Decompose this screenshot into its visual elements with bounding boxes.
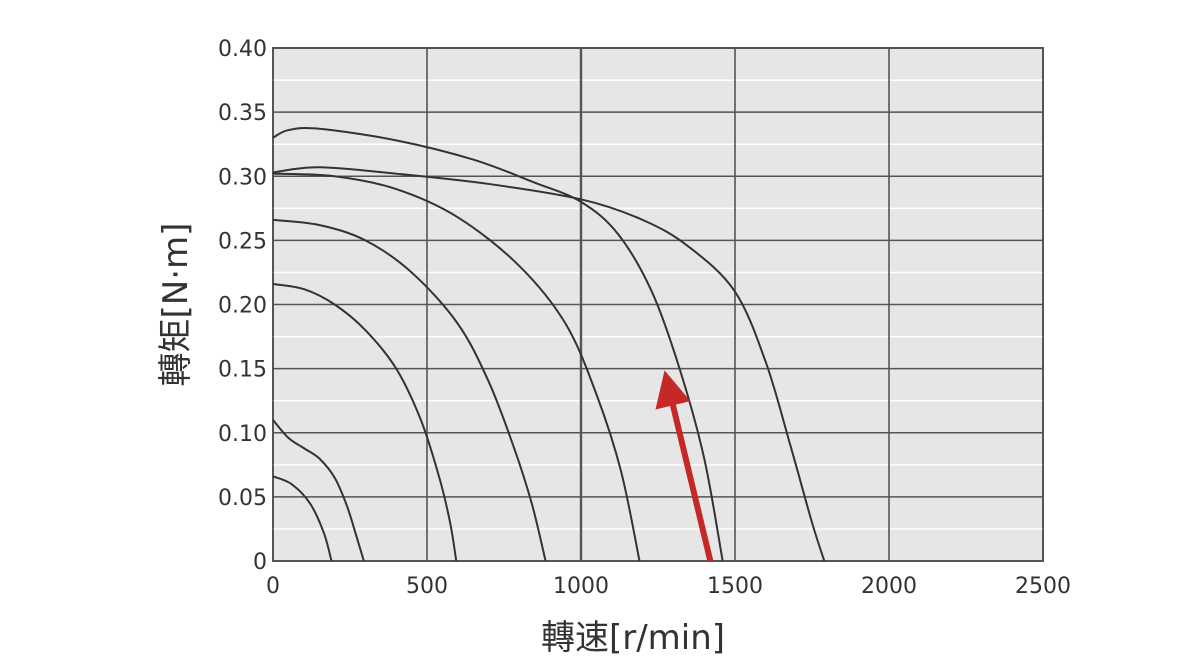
x-axis-label: 轉速[r/min] (541, 618, 725, 658)
major-grid (272, 47, 1044, 562)
red-arrow (655, 370, 714, 562)
y-tick-label: 0.35 (218, 101, 267, 126)
x-tick-labels: 0 500 1000 1500 2000 2500 (266, 574, 1071, 599)
y-tick-label: 0.30 (218, 165, 267, 190)
x-tick-label: 1000 (553, 574, 609, 599)
y-tick-label: 0.40 (218, 37, 267, 62)
x-tick-label: 500 (406, 574, 448, 599)
y-tick-labels: 0 0.05 0.10 0.15 0.20 0.25 0.30 0.35 0.40 (218, 37, 267, 575)
y-tick-label: 0 (253, 550, 267, 575)
torque-curve-2 (272, 419, 365, 562)
y-tick-label: 0.05 (218, 486, 267, 511)
minor-grid (273, 79, 1043, 530)
torque-curve-5 (272, 172, 641, 562)
y-tick-label: 0.25 (218, 229, 267, 254)
y-tick-label: 0.15 (218, 358, 267, 383)
y-tick-label: 0.10 (218, 422, 267, 447)
x-tick-label: 2000 (861, 574, 917, 599)
torque-curve-4 (272, 218, 547, 562)
y-axis-label: 轉矩[N·m] (156, 223, 196, 387)
y-tick-label: 0.20 (218, 294, 267, 319)
torque-curve-3 (272, 282, 458, 562)
torque-curve-7 (272, 166, 826, 562)
x-tick-label: 1500 (707, 574, 763, 599)
x-tick-label: 0 (266, 574, 280, 599)
x-tick-label: 2500 (1015, 574, 1071, 599)
torque-curve-1 (272, 475, 333, 562)
annotations (655, 370, 714, 562)
